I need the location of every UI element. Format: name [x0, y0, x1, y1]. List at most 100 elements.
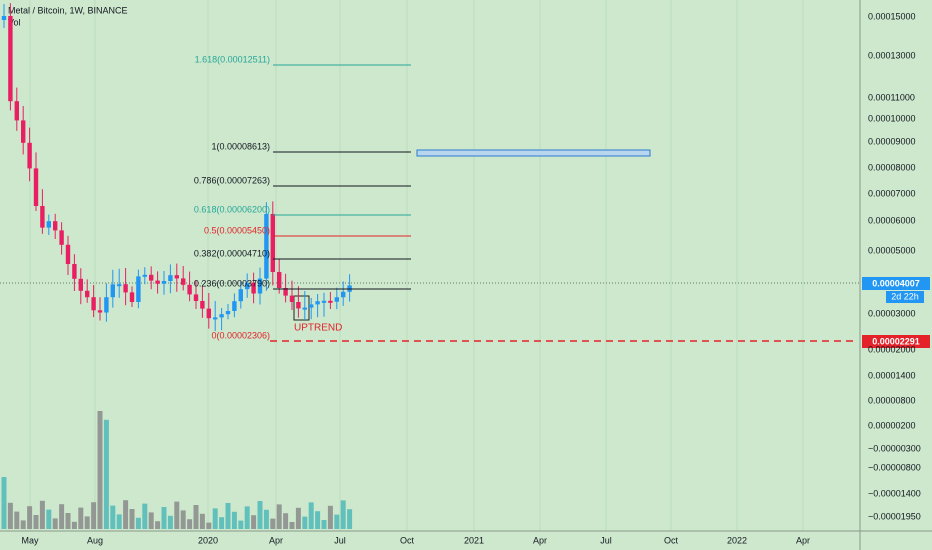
volume-bar	[116, 514, 122, 529]
volume-bar	[251, 515, 257, 529]
rectangle-drawing	[416, 149, 651, 157]
price-tick-label: −0.00000800	[868, 462, 921, 472]
time-tick-label: Apr	[533, 535, 547, 545]
annotation-text: UPTREND	[294, 323, 342, 334]
volume-bar	[193, 505, 199, 529]
candle-body	[309, 304, 314, 308]
fib-level-label: 0.236(0.00003790)	[194, 278, 270, 288]
candle-body	[104, 297, 109, 313]
volume-label: Vol	[8, 17, 21, 27]
candle-body	[155, 280, 160, 284]
price-tick-label: −0.00001950	[868, 511, 921, 521]
candle-body	[334, 297, 339, 302]
candle-body	[213, 317, 218, 320]
line-price-tag	[862, 335, 930, 348]
candle-body	[149, 274, 154, 281]
volume-bar	[84, 516, 90, 529]
candle-body	[225, 311, 231, 315]
candle-body	[46, 221, 51, 228]
volume-bar	[129, 509, 135, 529]
volume-bar	[315, 511, 321, 529]
candle-body	[78, 278, 83, 291]
time-tick-label: Jul	[334, 535, 346, 545]
volume-bar	[308, 502, 314, 529]
volume-bar	[33, 515, 39, 529]
time-tick-label: 2022	[727, 535, 747, 545]
price-tick-label: −0.00001400	[868, 488, 921, 498]
countdown-text: 2d 22h	[891, 291, 919, 301]
candle-body	[8, 16, 13, 102]
candle-body	[187, 284, 192, 295]
price-tick-label: 0.00006000	[868, 215, 916, 225]
candle-body	[27, 142, 32, 169]
volume-bar	[225, 503, 231, 529]
volume-bar	[78, 507, 84, 529]
candle-body	[341, 291, 346, 298]
volume-bar	[263, 509, 269, 529]
volume-bar	[91, 502, 97, 529]
candle-body	[40, 206, 45, 228]
candle-body	[129, 292, 135, 302]
volume-bar	[123, 500, 129, 529]
candle-body	[289, 295, 295, 302]
candle-body	[174, 275, 179, 279]
volume-bar	[340, 500, 346, 529]
fib-level-label: 1.618(0.00012511)	[195, 54, 270, 64]
volume-bar	[347, 509, 353, 529]
volume-bar	[231, 511, 237, 529]
candle-body	[85, 290, 90, 298]
fib-level-label: 0.618(0.00006200)	[194, 204, 270, 214]
time-tick-label: Oct	[400, 535, 415, 545]
candle-body	[328, 300, 333, 303]
volume-bar	[270, 518, 276, 529]
volume-bar	[20, 520, 26, 529]
volume-bar	[1, 477, 7, 529]
price-tick-label: 0.00003000	[868, 308, 916, 318]
volume-bar	[142, 503, 148, 529]
time-tick-label: Oct	[664, 535, 679, 545]
time-tick-label: Jul	[600, 535, 612, 545]
volume-bar	[167, 515, 173, 529]
candle-body	[123, 284, 128, 293]
candle-body	[315, 301, 320, 305]
price-tick-label: 0.00007000	[868, 188, 916, 198]
countdown-tag	[886, 291, 924, 303]
volume-bar	[238, 520, 244, 529]
volume-bar	[65, 513, 71, 529]
volume-bar	[135, 517, 141, 529]
price-tick-label: 0.00000800	[868, 395, 916, 405]
candle-body	[206, 308, 211, 319]
price-tick-label: 0.00001400	[868, 370, 916, 380]
candle-body	[264, 214, 269, 279]
volume-bar	[46, 509, 52, 529]
volume-bar	[148, 512, 154, 529]
fib-level-label: 0.382(0.00004710)	[194, 248, 270, 258]
volume-bar	[212, 508, 218, 529]
time-tick-label: 2020	[198, 535, 218, 545]
volume-bar	[187, 519, 193, 529]
candle-body	[72, 264, 77, 279]
candle-body	[1, 16, 7, 20]
candle-body	[59, 230, 64, 245]
volume-bar	[219, 517, 225, 529]
fib-level-label: 0.786(0.00007263)	[194, 175, 270, 185]
volume-bar	[161, 507, 167, 529]
price-tick-label: 0.00010000	[868, 113, 916, 123]
volume-bar	[97, 411, 103, 529]
time-tick-label: Apr	[269, 535, 283, 545]
candle-body	[219, 314, 224, 318]
volume-bar	[71, 521, 77, 529]
price-tick-label: 0.00008000	[868, 162, 916, 172]
time-tick-label: Apr	[796, 535, 810, 545]
time-tick-label: 2021	[464, 535, 484, 545]
volume-bar	[174, 501, 180, 529]
candle-body	[97, 310, 103, 313]
price-tick-label: 0.00005000	[868, 245, 916, 255]
price-tick-label: 0.00000200	[868, 420, 916, 430]
candle-body	[161, 281, 167, 284]
price-tick-label: 0.00009000	[868, 136, 916, 146]
volume-bar	[276, 504, 282, 529]
volume-bar	[321, 520, 327, 529]
time-tick-label: May	[21, 535, 39, 545]
